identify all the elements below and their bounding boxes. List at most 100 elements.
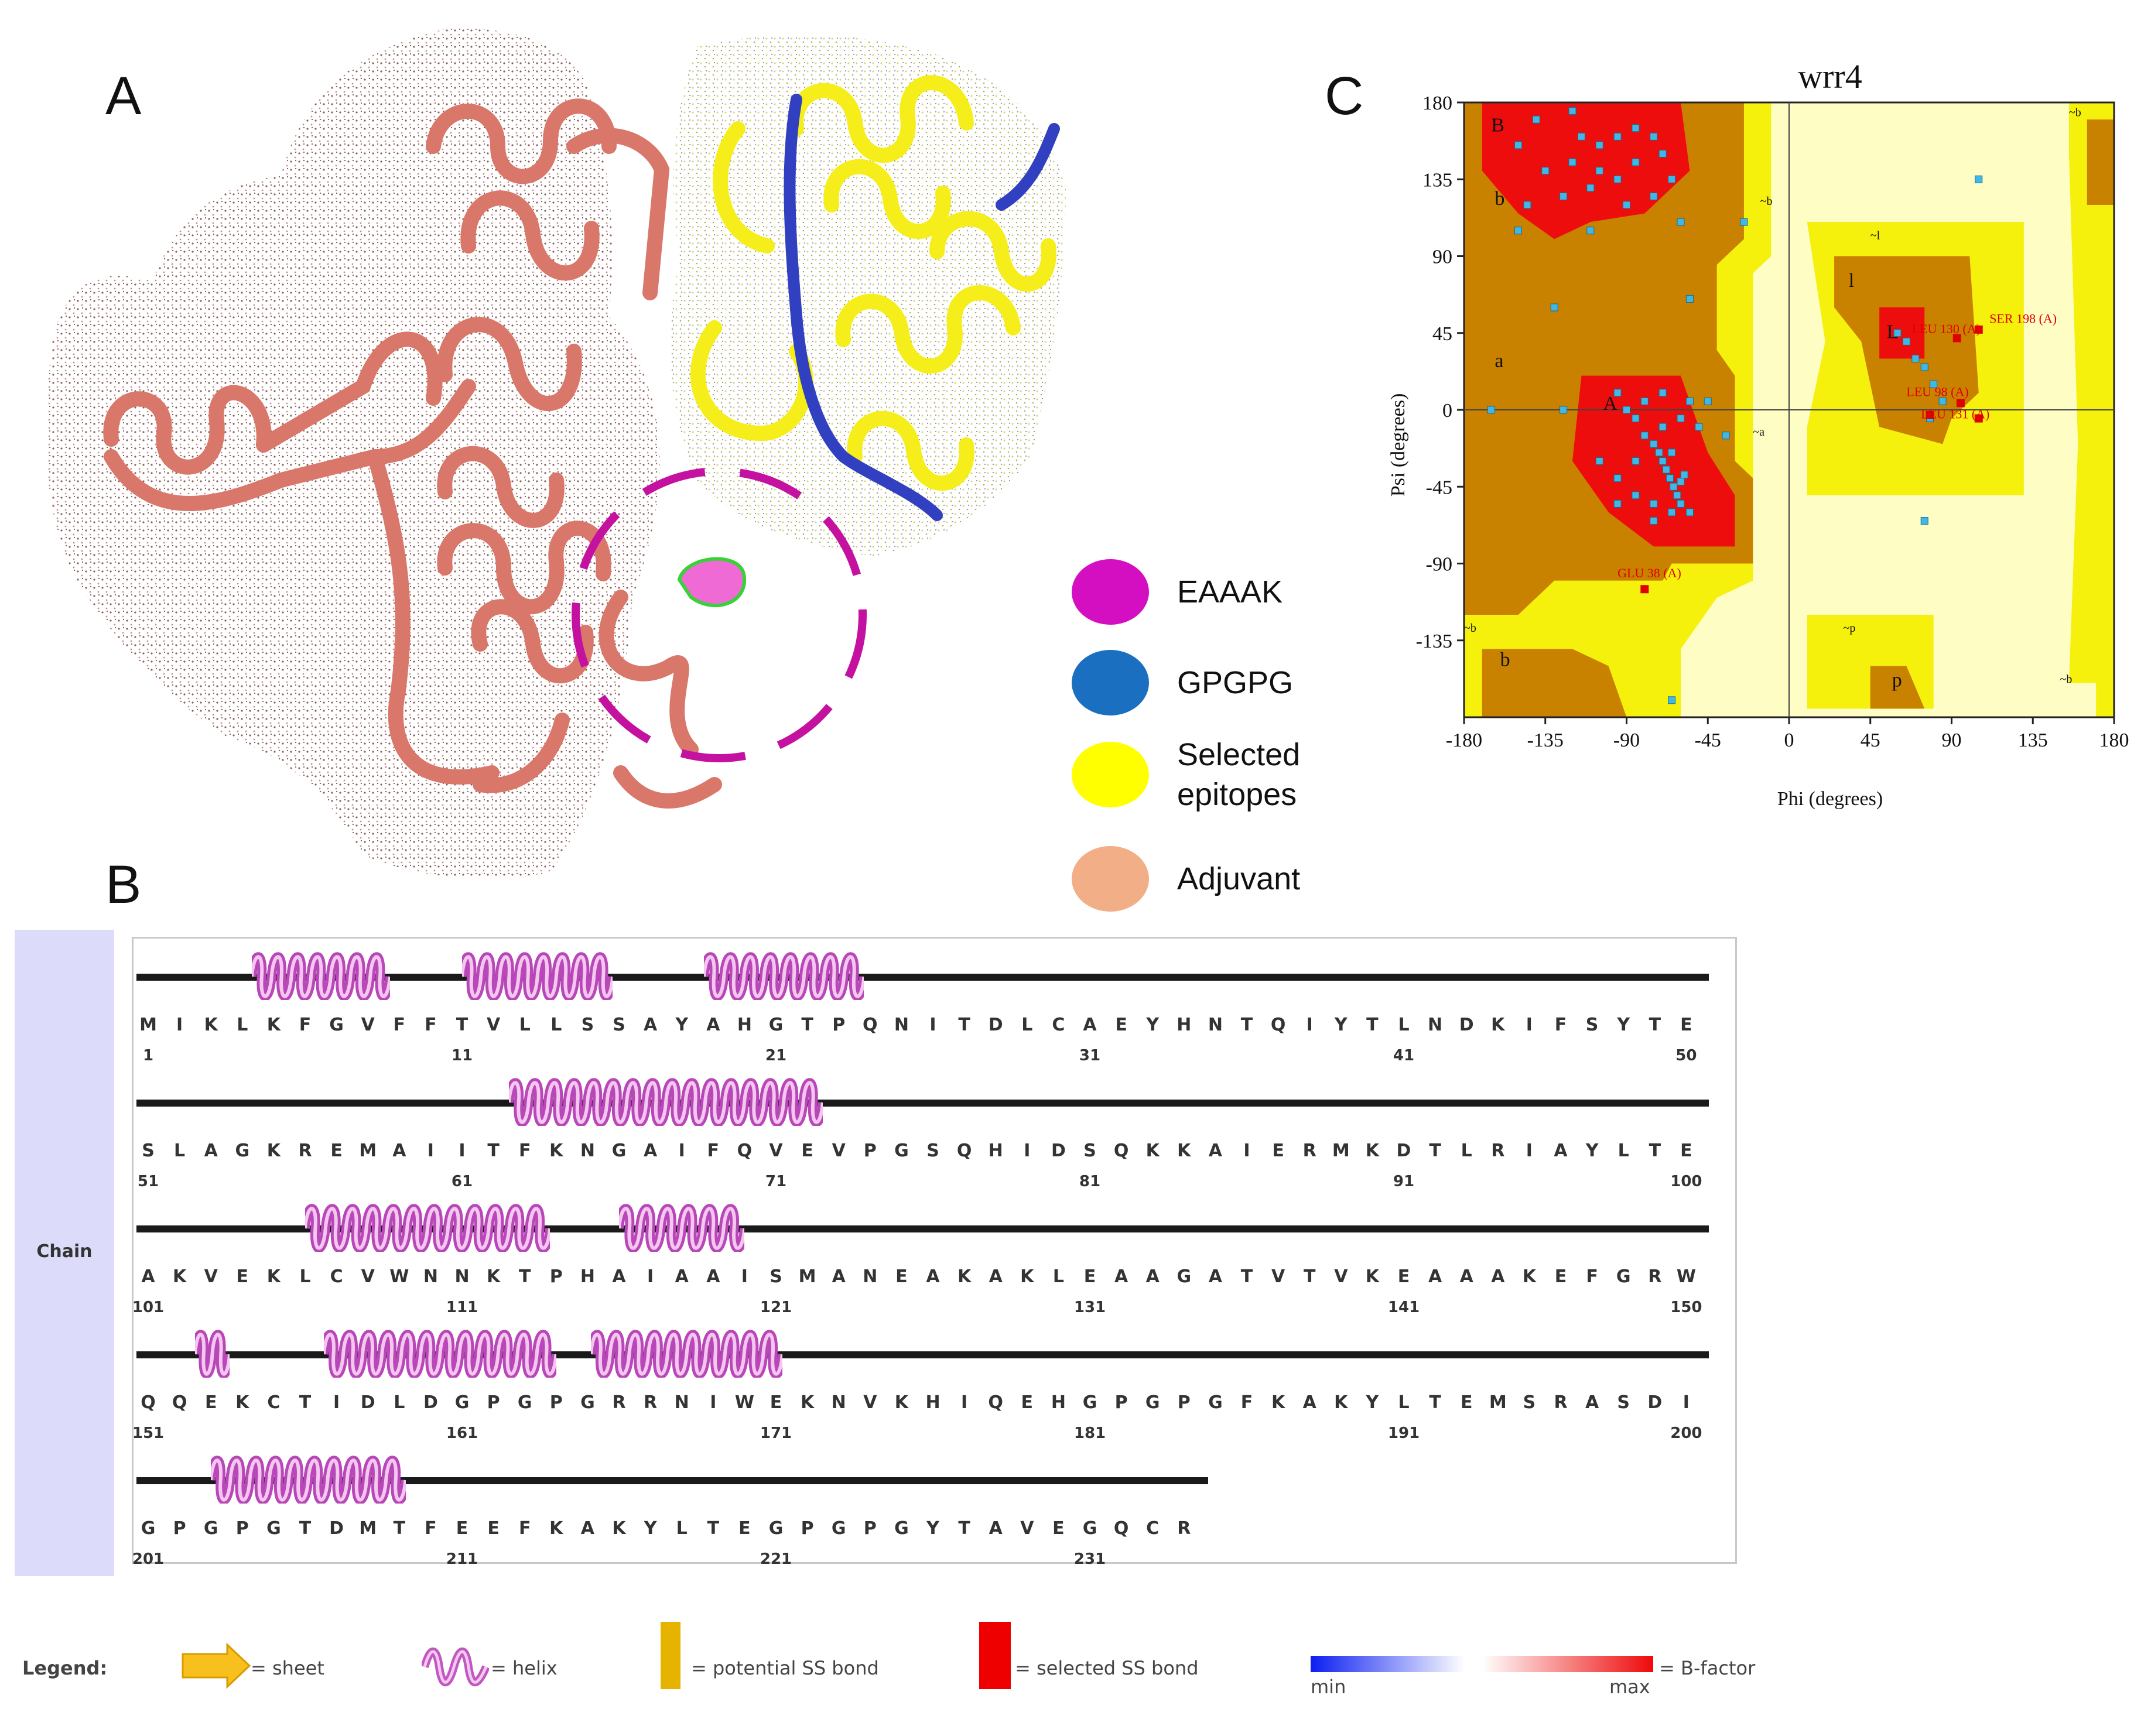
chain-label: Chain: [36, 1241, 93, 1262]
residue-letter: T: [456, 1015, 468, 1035]
residue-letter: F: [299, 1015, 312, 1035]
residue-letter: K: [266, 1015, 281, 1035]
helix-icon: [462, 952, 613, 1000]
x-tick-label: -135: [1527, 730, 1564, 751]
outlier-label: LEU 131 (A): [1921, 407, 1989, 422]
residue-letter: T: [393, 1518, 406, 1539]
residue-point: [1595, 167, 1603, 175]
adjuvant-surface: [46, 29, 660, 878]
residue-letter: I: [961, 1392, 968, 1413]
residue-letter: T: [1429, 1392, 1441, 1413]
residue-point: [1685, 295, 1694, 303]
residue-letter: A: [989, 1518, 1003, 1539]
residue-point: [1613, 499, 1622, 508]
residue-letter: I: [1306, 1015, 1313, 1035]
helix-icon: [422, 1647, 489, 1687]
residue-letter: P: [173, 1518, 186, 1539]
residue-letter: N: [863, 1266, 878, 1287]
residue-letter: P: [863, 1518, 877, 1539]
residue-letter: A: [832, 1266, 846, 1287]
residue-letter: K: [204, 1015, 218, 1035]
helix-icon: [324, 1330, 556, 1378]
y-tick-label: 135: [1422, 169, 1452, 191]
residue-letter: M: [798, 1266, 816, 1287]
residue-point: [1695, 423, 1703, 431]
residue-letter: F: [707, 1141, 720, 1161]
residue-point: [1658, 150, 1667, 157]
residue-point: [1920, 517, 1928, 525]
residue-number: 191: [1387, 1425, 1420, 1442]
residue-letter: E: [1554, 1266, 1567, 1287]
legend-swatch: [1072, 650, 1149, 715]
residue-letter: T: [707, 1518, 720, 1539]
residue-letter: G: [454, 1392, 470, 1413]
y-tick-label: 180: [1422, 93, 1452, 114]
selected-ss-bond-swatch: [979, 1622, 1011, 1689]
residue-point: [1560, 406, 1568, 414]
legend-item-gpgpg: GPGPG: [1072, 650, 1293, 715]
residue-letter: A: [706, 1015, 720, 1035]
residue-point: [1613, 474, 1622, 482]
residue-number: 111: [446, 1299, 478, 1316]
residue-letter: I: [333, 1392, 340, 1413]
residue-letter: K: [549, 1141, 563, 1161]
x-tick-label: -90: [1613, 730, 1640, 751]
region-additional: [2087, 119, 2114, 205]
residue-letter: P: [863, 1141, 877, 1161]
outlier-point: [1952, 334, 1961, 343]
residue-letter: G: [1082, 1392, 1097, 1413]
residue-letter: S: [1617, 1392, 1630, 1413]
residue-letter: V: [486, 1015, 501, 1035]
residue-letter: E: [487, 1518, 500, 1539]
residue-letter: K: [266, 1141, 281, 1161]
residue-letter: Y: [1366, 1392, 1379, 1413]
residue-letter: F: [518, 1518, 531, 1539]
residue-point: [1541, 167, 1550, 175]
residue-point: [1586, 227, 1595, 235]
residue-letter: F: [1586, 1266, 1598, 1287]
residue-letter: A: [1083, 1015, 1097, 1035]
residue-point: [1613, 132, 1622, 141]
residue-letter: H: [580, 1266, 595, 1287]
residue-letter: A: [612, 1266, 626, 1287]
legend-item-adjuvant: Adjuvant: [1072, 846, 1300, 912]
legend-label: Selected epitopes: [1177, 737, 1301, 812]
residue-letter: G: [894, 1518, 909, 1539]
residue-point: [1560, 192, 1568, 200]
residue-letter: T: [1649, 1141, 1661, 1161]
residue-point: [1650, 499, 1658, 508]
residue-point: [1893, 329, 1902, 337]
residue-letter: R: [1302, 1141, 1316, 1161]
residue-letter: H: [1051, 1392, 1066, 1413]
residue-letter: Y: [1146, 1015, 1160, 1035]
residue-letter: I: [459, 1141, 466, 1161]
residue-letter: Q: [1270, 1015, 1286, 1035]
residue-letter: A: [1585, 1392, 1599, 1413]
residue-letter: E: [1021, 1392, 1034, 1413]
residue-letter: M: [139, 1015, 157, 1035]
residue-letter: A: [1491, 1266, 1505, 1287]
residue-letter: D: [423, 1392, 438, 1413]
residue-letter: Q: [141, 1392, 156, 1413]
region-label: ~p: [1844, 622, 1856, 635]
outlier-point: [1974, 414, 1983, 423]
residue-point: [1975, 175, 1983, 183]
legend-item-eaaak: EAAAK: [1072, 559, 1283, 625]
outlier-label: LEU 130 (A): [1912, 321, 1981, 336]
x-tick-label: 180: [2099, 730, 2129, 751]
helix-icon: [590, 1330, 782, 1378]
residue-letter: Y: [1585, 1141, 1599, 1161]
residue-letter: T: [299, 1392, 312, 1413]
residue-letter: N: [894, 1015, 909, 1035]
legend-swatch: [1072, 559, 1149, 625]
residue-letter: I: [427, 1141, 434, 1161]
residue-point: [1704, 397, 1712, 405]
residue-letter: S: [613, 1015, 625, 1035]
residue-point: [1650, 440, 1658, 448]
residue-point: [1902, 337, 1910, 345]
outlier-label: SER 198 (A): [1989, 311, 2057, 326]
residue-number: 11: [451, 1047, 473, 1064]
residue-letter: Y: [926, 1518, 939, 1539]
